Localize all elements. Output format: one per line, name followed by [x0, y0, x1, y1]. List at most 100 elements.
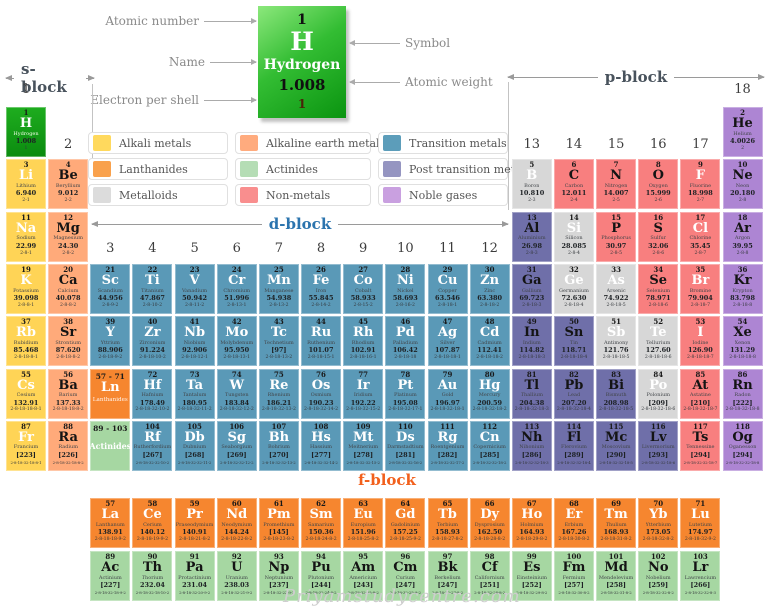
sample-name: Hydrogen — [263, 56, 341, 73]
element-cell-Eu: 63 Eu Europium 151.96 2-8-18-25-8-2 — [343, 498, 384, 548]
element-cell-Pt: 78 Pt Platinum 195.08 2-8-18-32-17-1 — [385, 368, 426, 419]
group-header-10: 10 — [397, 241, 414, 256]
element-cell-O: 8 O Oxygen 15.999 2-6 — [638, 159, 679, 210]
legend-item-alkali-metals: Alkali metals — [88, 132, 228, 154]
element-cell-Sg: 106 Sg Seaborgium [269] 2-8-18-32-32-12-2 — [216, 420, 257, 471]
element-cell-As: 33 As Arsenic 74.922 2-8-18-5 — [596, 263, 637, 314]
group-header-14: 14 — [565, 137, 583, 152]
element-cell-Gd: 64 Gd Gadolinium 157.25 2-8-18-25-9-2 — [385, 498, 426, 548]
sample-symbol: H — [290, 27, 314, 57]
element-cell-Ni: 28 Ni Nickel 58.693 2-8-16-2 — [385, 263, 426, 314]
element-cell-Tc: 43 Tc Technetium [97] 2-8-18-13-2 — [258, 316, 299, 367]
element-cell-Sm: 62 Sm Samarium 150.36 2-8-18-24-8-2 — [301, 498, 342, 548]
legend-swatch-nm — [240, 187, 258, 203]
element-cell-Po: 84 Po Polonium [209] 2-8-18-32-18-6 — [638, 368, 679, 419]
element-cell-Cu: 29 Cu Copper 63.546 2-8-18-1 — [427, 263, 468, 314]
element-cell-Pd: 46 Pd Palladium 106.42 2-8-18-18 — [385, 316, 426, 367]
element-cell-Fm: 100 Fm Fermium [257] 2-8-18-32-30-8-2 — [553, 551, 594, 601]
arrow-left-icon — [91, 220, 262, 227]
element-cell-Hg: 80 Hg Mercury 200.59 2-8-18-32-18-2 — [469, 368, 510, 419]
element-cell-U: 92 U Uranium 238.03 2-8-18-32-21-9-2 — [216, 551, 257, 601]
element-cell-Ti: 22 Ti Titanium 47.867 2-8-10-2 — [132, 263, 173, 314]
legend-swatch-ae — [240, 135, 258, 151]
element-cell-Mg: 12 Mg Magnesium 24.30 2-8-2 — [48, 211, 89, 262]
group-header-11: 11 — [439, 241, 456, 256]
element-cell-Fr: 87 Fr Francium [223] 2-8-18-32-18-8-1 — [6, 420, 46, 471]
element-cell-Zr: 40 Zr Zirconium 91.224 2-8-18-10-2 — [132, 316, 173, 367]
element-cell-Lv: 116 Lv Livermorium [293] 2-8-18-32-32-18-6 — [638, 420, 679, 471]
arrow-left-icon — [507, 73, 598, 80]
element-cell-Cd: 48 Cd Cadmium 112.41 2-8-18-18-2 — [469, 316, 510, 367]
element-cell-Fe: 26 Fe Iron 55.845 2-8-14-2 — [301, 263, 342, 314]
actinides-range-cell: 89 - 103 Actinides — [89, 420, 131, 471]
element-cell-Pr: 59 Pr Praseodymium 140.91 2-8-18-21-8-2 — [174, 498, 215, 548]
element-cell-Yb: 70 Yb Ytterbium 173.05 2-8-18-32-8-2 — [638, 498, 679, 548]
element-cell-B: 5 B Boron 10.810 2-3 — [511, 159, 552, 210]
element-cell-I: 53 I Iodine 126.90 2-8-18-18-7 — [680, 316, 721, 367]
element-cell-No: 102 No Nobelium [259] 2-8-18-32-32-8-2 — [638, 551, 679, 601]
element-cell-Mt: 109 Mt Meitnerium [278] 2-8-18-32-32-15-2 — [343, 420, 384, 471]
legend-item-metalloids: Metalloids — [88, 184, 228, 206]
element-cell-Mc: 115 Mc Moscovium [290] 2-8-18-32-32-18-5 — [596, 420, 637, 471]
element-cell-Rg: 111 Rg Roentgenium [282] 2-8-18-32-32-17-2 — [427, 420, 468, 471]
element-cell-Sb: 51 Sb Antimony 121.76 2-8-18-18-5 — [596, 316, 637, 367]
element-cell-Re: 75 Re Rhenium 186.21 2-8-18-32-13-2 — [258, 368, 299, 419]
element-cell-Se: 34 Se Selenium 78.971 2-8-18-6 — [638, 263, 679, 314]
element-cell-Te: 52 Te Tellurium 127.60 2-8-18-18-6 — [638, 316, 679, 367]
element-cell-Pb: 82 Pb Lead 207.20 2-8-18-32-18-4 — [553, 368, 594, 419]
element-cell-Ac: 89 Ac Actinium [227] 2-8-18-32-18-9-2 — [90, 551, 131, 601]
legend-swatch-ac — [240, 161, 258, 177]
element-cell-Ba: 56 Ba Barium 137.33 2-8-18-18-8-2 — [48, 368, 89, 419]
element-cell-Al: 13 Al Aluminium 26.98 2-8-3 — [511, 211, 552, 262]
element-cell-W: 74 W Tungsten 183.84 2-8-18-32-12-2 — [216, 368, 257, 419]
annotation-symbol: Symbol — [349, 36, 450, 50]
arrow-left-icon — [349, 39, 400, 46]
arrow-left-icon — [5, 74, 14, 81]
element-cell-Pa: 91 Pa Protactinium 231.04 2-8-18-32-20-9-2 — [174, 551, 215, 601]
element-cell-Pu: 94 Pu Plutonium [244] 2-8-18-32-24-8-2 — [301, 551, 342, 601]
element-cell-Cm: 96 Cm Curium [247] 2-8-18-32-25-9-2 — [385, 551, 426, 601]
element-cell-Ne: 10 Ne Neon 20.180 2-8 — [722, 159, 763, 210]
arrow-right-icon — [338, 220, 509, 227]
element-cell-Pm: 61 Pm Promethium [145] 2-8-18-23-8-2 — [258, 498, 299, 548]
group-header-5: 5 — [190, 241, 199, 256]
element-cell-Nh: 113 Nh Nihonium [286] 2-8-18-32-32-18-3 — [511, 420, 552, 471]
element-cell-Rn: 86 Rn Radon [222] 2-8-18-32-18-8 — [722, 368, 763, 419]
element-cell-S: 16 S Sulfur 32.06 2-8-6 — [638, 211, 679, 262]
group-header-1: 1 — [21, 82, 31, 97]
element-cell-Th: 90 Th Thorium 232.04 2-8-18-32-18-10-2 — [132, 551, 173, 601]
element-cell-Cn: 112 Cn Copernicium [285] 2-8-18-32-32-18-2 — [469, 420, 510, 471]
element-cell-Lu: 71 Lu Lutetium 174.97 2-8-18-32-9-2 — [680, 498, 721, 548]
lanthanides-range-cell: 57 - 71 Ln Lanthanides — [90, 368, 131, 419]
element-cell-Md: 101 Md Mendelevium [258] 2-8-18-32-31-8-2 — [596, 551, 637, 601]
element-cell-Mo: 42 Mo Molybdenum 95.950 2-8-18-13-1 — [216, 316, 257, 367]
group-header-15: 15 — [607, 137, 625, 152]
element-cell-La: 57 La Lanthanum 138.91 2-8-18-18-9-2 — [90, 498, 131, 548]
element-cell-Si: 14 Si Silicon 28.085 2-8-4 — [553, 211, 594, 262]
element-cell-Ts: 117 Ts Tennessine [294] 2-8-18-32-32-18-7 — [680, 420, 721, 471]
element-cell-F: 9 F Fluorine 18.998 2-7 — [680, 159, 721, 210]
element-cell-K: 19 K Potassium 39.098 2-8-8-1 — [6, 263, 46, 314]
element-cell-At: 85 At Astatine [210] 2-8-18-32-18-7 — [680, 368, 721, 419]
element-cell-P: 15 P Phosphorus 30.97 2-8-5 — [596, 211, 637, 262]
legend-swatch-ng — [383, 187, 401, 203]
d-block-label: d-block — [91, 215, 509, 233]
element-cell-Kr: 36 Kr Krypton 83.798 2-8-18-8 — [722, 263, 763, 314]
s-block-boundary-line — [92, 84, 93, 158]
element-cell-Ag: 47 Ag Silver 107.87 2-8-18-18-1 — [427, 316, 468, 367]
element-cell-Nd: 60 Nd Neodymium 144.24 2-8-18-22-8-2 — [216, 498, 257, 548]
element-cell-Na: 11 Na Sodium 22.99 2-8-1 — [6, 211, 46, 262]
element-cell-Np: 93 Np Neptunium [237] 2-8-18-32-22-9-2 — [258, 551, 299, 601]
legend-swatch-ak — [93, 135, 111, 151]
category-legend: Alkali metals Alkaline earth metals Transi… — [88, 132, 531, 206]
element-cell-Ra: 88 Ra Radium [226] 2-8-18-32-18-8-2 — [48, 420, 89, 471]
element-cell-Cr: 24 Cr Chromium 51.996 2-8-13-1 — [216, 263, 257, 314]
element-cell-Ir: 77 Ir Iridium 192.22 2-8-18-32-15-2 — [343, 368, 384, 419]
element-cell-Rb: 37 Rb Rubidium 85.468 2-8-18-8-1 — [6, 316, 46, 367]
element-cell-Mn: 25 Mn Manganese 54.938 2-8-13-2 — [258, 263, 299, 314]
group-header-17: 17 — [692, 137, 709, 152]
element-cell-Cf: 98 Cf Californium [251] 2-8-18-32-28-8-2 — [469, 551, 510, 601]
element-cell-Os: 76 Os Osmium 190.23 2-8-18-32-14-2 — [301, 368, 342, 419]
element-cell-Tb: 65 Tb Terbium 158.93 2-8-18-27-8-2 — [427, 498, 468, 548]
